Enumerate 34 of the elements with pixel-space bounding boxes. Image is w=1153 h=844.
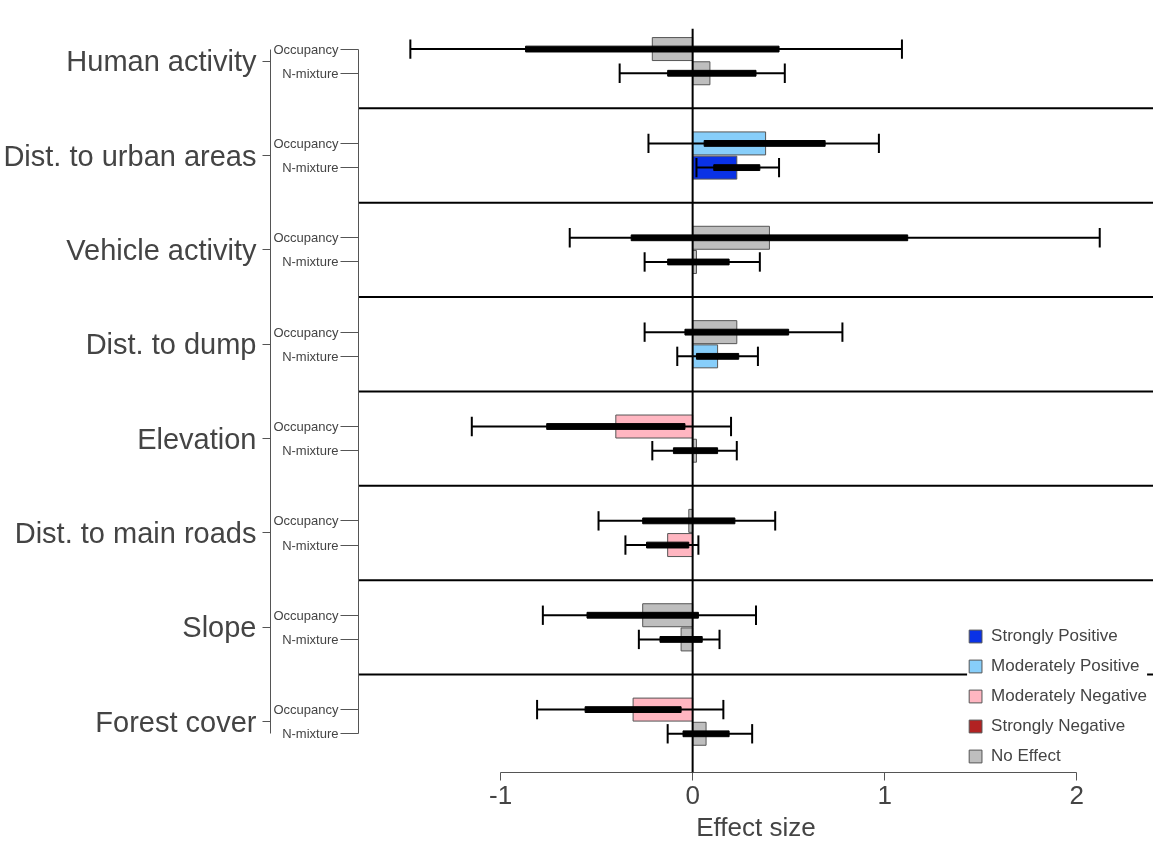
y-tick-label: Occupancy [273, 41, 339, 57]
legend-label: No Effect [991, 746, 1061, 766]
y-tick-label: N-mixture [282, 537, 339, 553]
x-tick-label: 0 [685, 779, 700, 810]
legend-label: Strongly Positive [991, 626, 1118, 646]
y-tick-label: Occupancy [273, 702, 339, 718]
y-tick-label: N-mixture [282, 631, 339, 647]
y-tick-label: Occupancy [273, 135, 339, 151]
y-tick-label: N-mixture [282, 443, 339, 459]
text: Dist. to main roads [14, 516, 257, 549]
y-tick-label: Occupancy [273, 419, 339, 435]
legend-label: Moderately Negative [991, 686, 1147, 706]
y-tick-label: N-mixture [282, 254, 339, 270]
text: Dist. to urban areas [3, 139, 257, 172]
y-tick-label: Occupancy [273, 513, 339, 529]
text: Human activity [66, 45, 257, 78]
text: Vehicle activity [66, 233, 257, 266]
x-tick-label: 2 [1069, 779, 1084, 810]
text: Slope [182, 611, 257, 644]
y-tick-label: Occupancy [273, 324, 339, 340]
x-axis-title: Effect size [696, 811, 816, 842]
legend-label: Strongly Negative [991, 716, 1126, 736]
legend-label: Moderately Positive [991, 656, 1140, 676]
text: Elevation [137, 422, 257, 455]
y-tick-label: Occupancy [273, 607, 339, 623]
y-tick-label: Occupancy [273, 230, 339, 246]
y-tick-label: N-mixture [282, 348, 339, 364]
y-tick-label: N-mixture [282, 160, 339, 176]
y-tick-label: N-mixture [282, 726, 339, 742]
text: Forest cover [95, 705, 257, 738]
x-tick-label: -1 [489, 779, 513, 810]
y-tick-label: N-mixture [282, 65, 339, 81]
text: Dist. to dump [85, 328, 257, 361]
x-tick-label: 1 [877, 779, 892, 810]
